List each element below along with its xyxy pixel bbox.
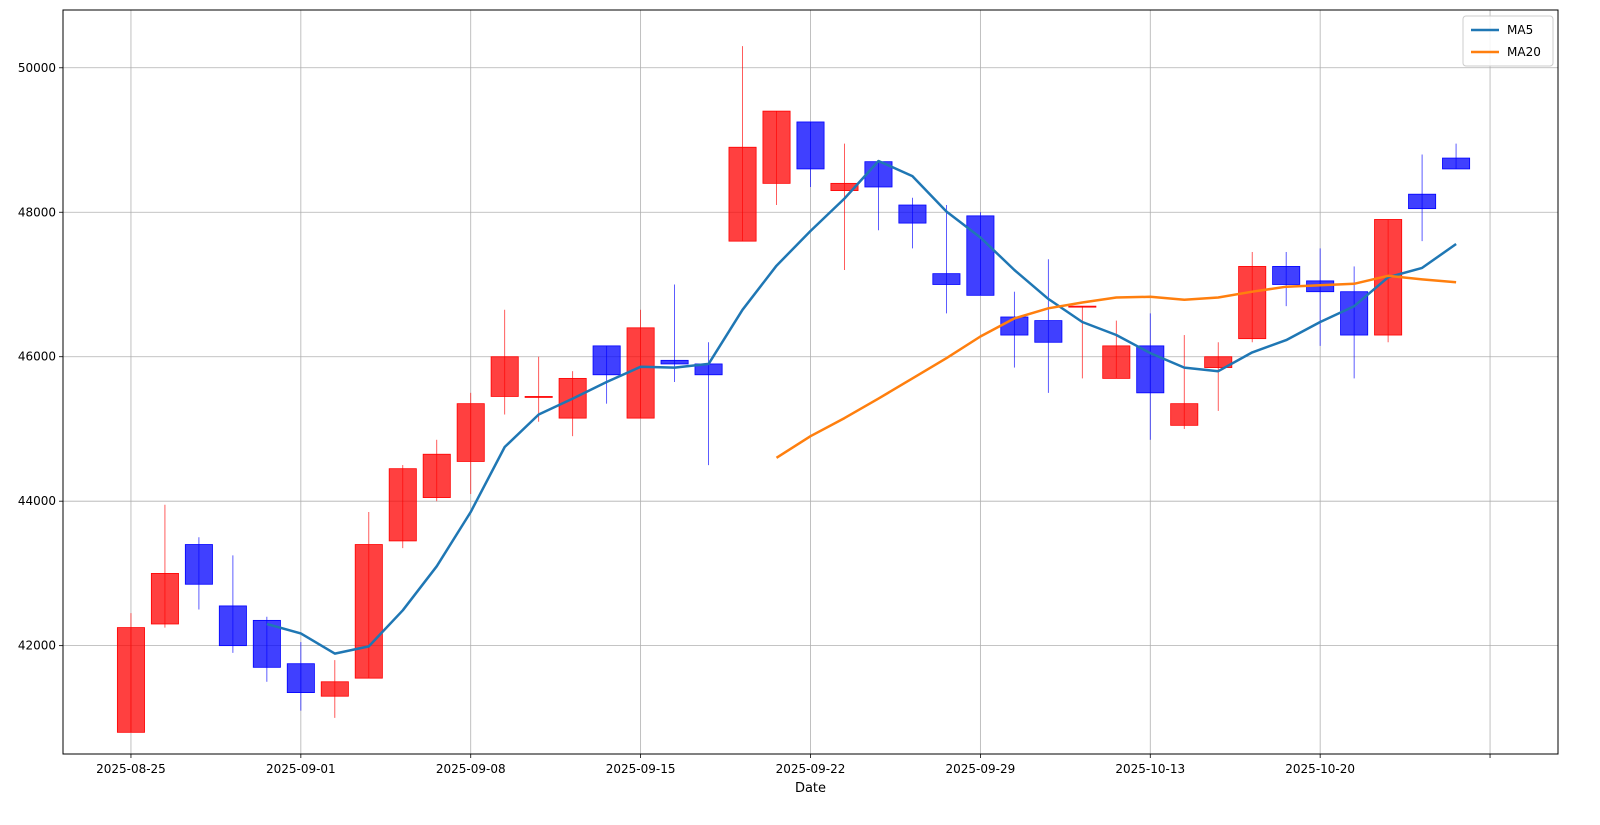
- candle-down: [184, 544, 213, 585]
- candle-up: [354, 544, 383, 679]
- candle-up: [150, 573, 179, 625]
- legend-label: MA20: [1507, 45, 1541, 59]
- legend-label: MA5: [1507, 23, 1533, 37]
- candle-up: [762, 110, 791, 184]
- x-tick-label: 2025-09-29: [946, 762, 1016, 776]
- candle-up: [422, 453, 451, 498]
- candle-down: [898, 204, 927, 224]
- candle-up: [116, 627, 145, 733]
- candle-up: [626, 327, 655, 419]
- candle-up: [830, 182, 859, 191]
- series-line-ma20: [775, 274, 1457, 459]
- grid-lines: [63, 10, 1558, 754]
- x-tick-label: 2025-09-22: [776, 762, 846, 776]
- candle-down: [218, 605, 247, 647]
- axis-ticks: 42000 44000 46000 48000 50000 2025-08-25 2025-…: [18, 61, 1491, 776]
- candle-down: [966, 215, 995, 296]
- candle-up: [1204, 356, 1233, 368]
- candle-up: [456, 403, 485, 462]
- candle-down: [1408, 193, 1437, 210]
- y-tick-label: 46000: [18, 350, 56, 364]
- candle-up: [1170, 403, 1199, 426]
- moving-average-lines: [266, 159, 1457, 655]
- x-axis-label: Date: [795, 781, 826, 796]
- legend-box: [1462, 15, 1554, 67]
- candle-down: [660, 359, 689, 365]
- candle-down: [252, 619, 281, 668]
- candle-up: [490, 356, 519, 397]
- x-tick-label: 2025-10-20: [1285, 762, 1355, 776]
- candle-up: [388, 468, 417, 542]
- candle-down: [1034, 320, 1063, 343]
- candle-up: [524, 396, 553, 398]
- x-tick-label: 2025-10-13: [1115, 762, 1185, 776]
- candle-down: [1442, 157, 1471, 170]
- candle-down: [1272, 266, 1301, 285]
- candle-down: [932, 273, 961, 285]
- y-tick-label: 48000: [18, 205, 56, 219]
- candle-up: [1102, 345, 1131, 379]
- candles: [116, 46, 1471, 733]
- y-tick-label: 42000: [18, 639, 56, 653]
- legend: MA5 MA20: [1462, 15, 1554, 67]
- x-tick-label: 2025-09-15: [606, 762, 676, 776]
- series-line-ma5: [266, 159, 1457, 655]
- candle-down: [592, 345, 621, 376]
- y-tick-label: 44000: [18, 494, 56, 508]
- x-tick-label: 2025-09-01: [266, 762, 336, 776]
- candle-up: [1068, 305, 1097, 308]
- candle-down: [286, 663, 315, 694]
- x-tick-label: 2025-08-25: [96, 762, 166, 776]
- candle-up: [1238, 266, 1267, 340]
- x-tick-label: 2025-09-08: [436, 762, 506, 776]
- y-tick-label: 50000: [18, 61, 56, 75]
- candle-down: [796, 121, 825, 170]
- candle-up: [320, 681, 349, 697]
- candle-up: [728, 146, 757, 242]
